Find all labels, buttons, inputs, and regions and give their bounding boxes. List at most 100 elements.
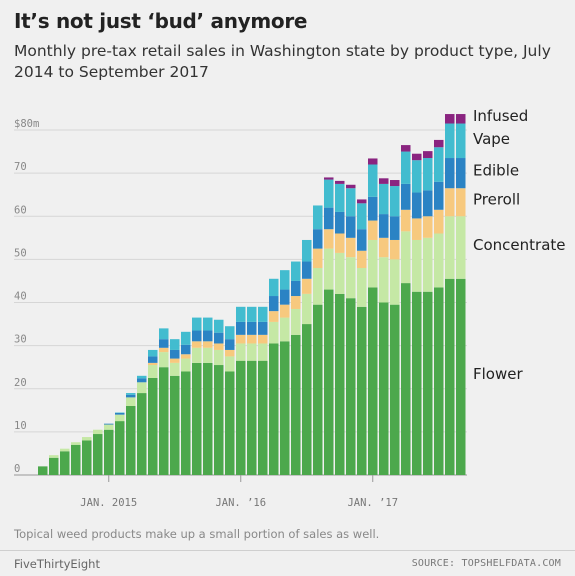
bar-segment-preroll	[379, 237, 389, 258]
bar-segment-edible	[137, 378, 147, 383]
bar-segment-flower	[115, 421, 125, 475]
bar-segment-edible	[214, 332, 224, 344]
bar-segment-flower	[456, 278, 466, 475]
bar-segment-flower	[368, 287, 378, 475]
bar-segment-concentrate	[115, 414, 125, 422]
bar-segment-flower	[126, 406, 136, 475]
x-tick-label: JAN. ’17	[347, 497, 398, 509]
bar-segment-edible	[445, 158, 455, 189]
bar-segment-vape	[423, 158, 433, 191]
series-label-vape: Vape	[473, 130, 510, 148]
bar-segment-flower	[280, 341, 290, 475]
bar-segment-edible	[368, 196, 378, 221]
bar-segment-preroll	[313, 248, 323, 268]
bar-segment-edible	[269, 296, 279, 312]
bar-segment-preroll	[412, 218, 422, 240]
bar-segment-edible	[291, 280, 301, 297]
bar-segment-edible	[203, 330, 213, 342]
bar-segment-concentrate	[280, 317, 290, 342]
bar-segment-preroll	[335, 233, 345, 253]
bar-segment-preroll	[236, 334, 246, 344]
bar-segment-preroll	[390, 239, 400, 260]
bar-segment-edible	[423, 190, 433, 217]
bar-segment-concentrate	[324, 248, 334, 290]
y-tick-label: 20	[14, 377, 27, 389]
bar-segment-flower	[434, 287, 444, 475]
bar-segment-vape	[390, 186, 400, 217]
source-credit: SOURCE: TOPSHELFDATA.COM	[411, 558, 561, 569]
brand-name: FiveThirtyEight	[14, 557, 100, 571]
bar-segment-vape	[280, 270, 290, 290]
bar-segment-vape	[181, 331, 191, 345]
bar-segment-flower	[148, 377, 158, 475]
bar-segment-preroll	[258, 334, 268, 344]
bar-segment-vape	[434, 147, 444, 182]
bar-segment-infused	[445, 114, 455, 124]
series-label-edible: Edible	[473, 161, 519, 179]
bar-segment-preroll	[346, 237, 356, 258]
bar-segment-concentrate	[357, 268, 367, 307]
bar-segment-flower	[192, 362, 202, 476]
bar-segment-vape	[313, 205, 323, 230]
bar-segment-concentrate	[434, 233, 444, 288]
bars	[38, 114, 466, 476]
bar-segment-concentrate	[412, 239, 422, 292]
bar-segment-concentrate	[225, 356, 235, 372]
bar-segment-flower	[357, 306, 367, 475]
y-tick-label: 40	[14, 291, 27, 303]
bar-segment-vape	[456, 123, 466, 159]
bar-segment-infused	[368, 158, 378, 165]
bar-segment-preroll	[269, 311, 279, 322]
bar-segment-concentrate	[236, 343, 246, 361]
bar-segment-flower	[302, 324, 312, 475]
bar-segment-edible	[115, 412, 125, 415]
bar-segment-concentrate	[368, 239, 378, 288]
bar-segment-vape	[291, 261, 301, 281]
bar-segment-flower	[181, 371, 191, 475]
bar-segment-preroll	[368, 220, 378, 240]
bar-segment-flower	[203, 362, 213, 476]
series-labels: Infused Vape Edible Preroll Concentrate Flowe…	[473, 107, 566, 383]
bar-segment-edible	[280, 289, 290, 305]
bar-segment-concentrate	[346, 257, 356, 299]
bar-segment-infused	[357, 199, 367, 204]
bar-segment-flower	[38, 466, 48, 476]
bar-segment-flower	[137, 393, 147, 475]
y-tick-label: 0	[14, 463, 20, 475]
bar-segment-concentrate	[170, 362, 180, 376]
bar-segment-flower	[401, 283, 411, 475]
bar-segment-infused	[346, 184, 356, 189]
bar-segment-preroll	[280, 304, 290, 318]
series-label-preroll: Preroll	[473, 191, 520, 209]
bar-segment-edible	[302, 261, 312, 279]
bar-segment-concentrate	[71, 442, 81, 445]
bar-segment-preroll	[401, 209, 411, 232]
bar-segment-concentrate	[148, 365, 158, 378]
bar-segment-preroll	[181, 354, 191, 359]
bar-segment-concentrate	[203, 347, 213, 363]
bar-segment-flower	[291, 334, 301, 475]
bar-segment-vape	[225, 326, 235, 340]
x-axis: JAN. 2015 JAN. ’16 JAN. ’17	[80, 475, 398, 509]
bar-segment-preroll	[247, 334, 257, 344]
bar-segment-infused	[412, 153, 422, 161]
bar-segment-preroll	[423, 216, 433, 238]
bar-segment-concentrate	[445, 216, 455, 279]
bar-segment-vape	[214, 319, 224, 333]
bar-segment-vape	[401, 151, 411, 184]
bar-segment-edible	[346, 216, 356, 238]
bar-segment-vape	[302, 239, 312, 262]
bar-segment-concentrate	[423, 237, 433, 292]
bar-segment-vape	[412, 160, 422, 193]
bar-segment-infused	[335, 180, 345, 184]
bar-segment-edible	[225, 339, 235, 350]
bar-segment-vape	[269, 278, 279, 297]
bar-segment-edible	[247, 321, 257, 335]
bar-segment-flower	[269, 343, 279, 475]
series-label-infused: Infused	[473, 107, 528, 125]
y-tick-label: 30	[14, 334, 27, 346]
bar-segment-preroll	[203, 341, 213, 348]
bar-segment-flower	[423, 291, 433, 475]
y-axis-ticks: 0 10 20 30 40 50 60 70 $80m	[14, 118, 39, 475]
bar-segment-flower	[60, 451, 70, 475]
